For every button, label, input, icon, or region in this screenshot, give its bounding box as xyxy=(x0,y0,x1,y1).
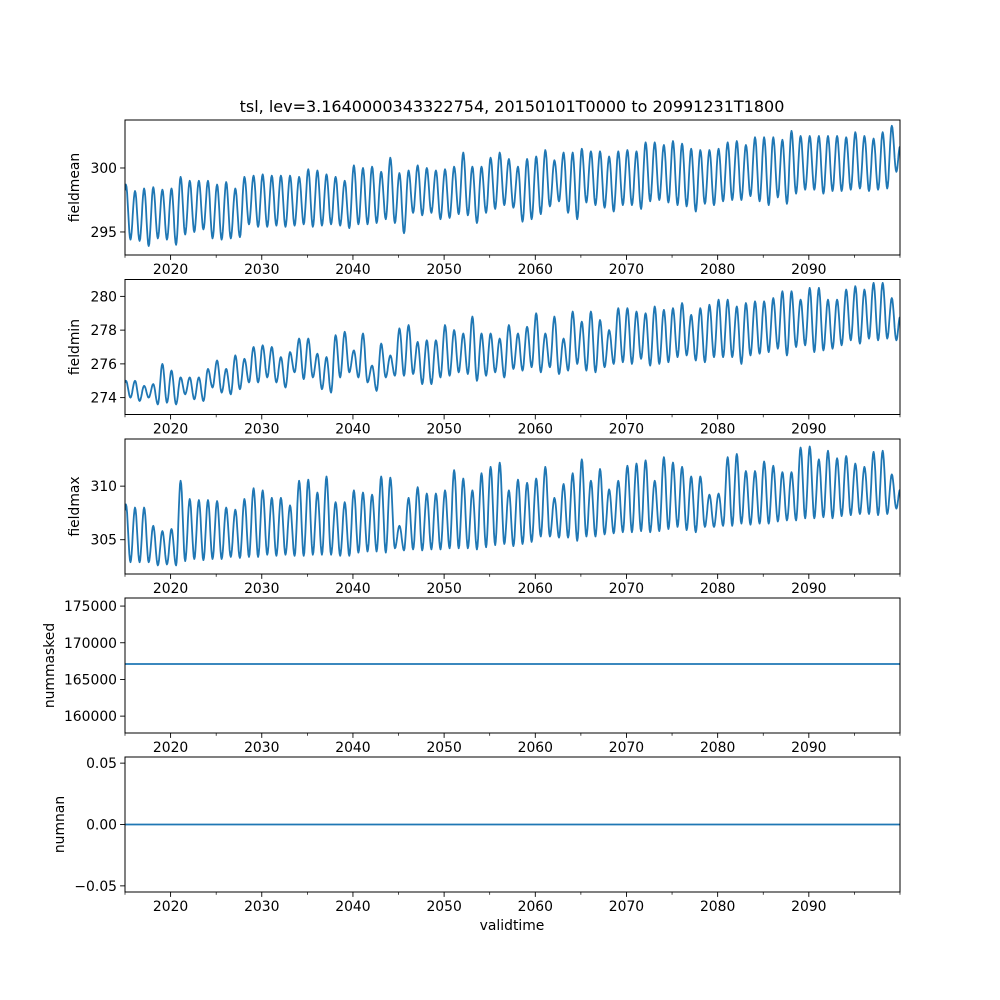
x-tick-label: 2090 xyxy=(791,899,826,915)
x-tick-label: 2040 xyxy=(335,899,370,915)
chart-title: tsl, lev=3.1640000343322754, 20150101T00… xyxy=(240,97,785,116)
x-tick-label: 2050 xyxy=(426,899,461,915)
x-tick-label: 2050 xyxy=(426,740,461,756)
subplots: 2020 2030 2040 2050 2060 2070 2080 2090 295 300 fi… xyxy=(42,119,901,915)
y-tick-label: 0.00 xyxy=(86,818,117,834)
x-tick-label: 2060 xyxy=(518,740,553,756)
x-tick-label: 2060 xyxy=(518,262,553,278)
series-line-fieldmin xyxy=(125,282,900,406)
axes-frame xyxy=(124,438,901,575)
x-tick-label: 2020 xyxy=(153,262,188,278)
x-tick-label: 2030 xyxy=(244,740,279,756)
x-tick-label: 2020 xyxy=(153,581,188,597)
x-tick-label: 2050 xyxy=(426,581,461,597)
x-tick-label: 2070 xyxy=(609,581,644,597)
y-tick-label: 300 xyxy=(90,161,117,177)
y-tick-label: 276 xyxy=(90,357,117,373)
axes-frame xyxy=(124,279,901,415)
x-tick-label: 2020 xyxy=(153,740,188,756)
subplot-fieldmin: 2020 2030 2040 2050 2060 2070 2080 2090 274 276 27… xyxy=(67,279,901,438)
y-axis-label: fieldmin xyxy=(67,319,83,375)
x-tick-label: 2080 xyxy=(700,740,735,756)
x-tick-label: 2090 xyxy=(791,581,826,597)
x-tick-label: 2060 xyxy=(518,422,553,438)
y-axis-label: fieldmean xyxy=(67,153,83,222)
x-tick-label: 2070 xyxy=(609,740,644,756)
x-tick-label: 2030 xyxy=(244,422,279,438)
x-tick-label: 2050 xyxy=(426,422,461,438)
x-tick-label: 2050 xyxy=(426,262,461,278)
y-tick-label: 170000 xyxy=(64,636,117,652)
x-tick-label: 2070 xyxy=(609,422,644,438)
axes-frame xyxy=(124,597,901,734)
y-axis-label: nummasked xyxy=(42,623,58,708)
x-tick-label: 2090 xyxy=(791,422,826,438)
x-tick-label: 2020 xyxy=(153,422,188,438)
x-tick-label: 2020 xyxy=(153,899,188,915)
x-tick-label: 2080 xyxy=(700,581,735,597)
x-tick-label: 2030 xyxy=(244,899,279,915)
y-tick-label: 278 xyxy=(90,323,117,339)
x-tick-label: 2060 xyxy=(518,581,553,597)
series-line-fieldmax xyxy=(125,445,900,567)
subplot-fieldmean: 2020 2030 2040 2050 2060 2070 2080 2090 295 300 fi… xyxy=(67,119,901,278)
axes-frame xyxy=(124,119,901,256)
y-tick-label: 280 xyxy=(90,289,117,305)
y-tick-label: 295 xyxy=(90,225,117,241)
y-tick-label: 0.05 xyxy=(86,756,117,772)
x-tick-label: 2080 xyxy=(700,262,735,278)
y-tick-label: 175000 xyxy=(64,599,117,615)
x-axis-label: validtime xyxy=(480,918,545,934)
subplot-numnan: 2020 2030 2040 2050 2060 2070 2080 2090 −0.05 0.0… xyxy=(52,756,901,915)
series-line-fieldmean xyxy=(125,124,900,247)
y-axis-label: fieldmax xyxy=(67,476,83,536)
x-tick-label: 2030 xyxy=(244,262,279,278)
x-tick-label: 2040 xyxy=(335,581,370,597)
y-tick-label: 160000 xyxy=(64,709,117,725)
x-tick-label: 2090 xyxy=(791,740,826,756)
subplot-fieldmax: 2020 2030 2040 2050 2060 2070 2080 2090 305 310 fi… xyxy=(67,438,901,597)
y-tick-label: 274 xyxy=(90,391,117,407)
x-tick-label: 2080 xyxy=(700,899,735,915)
x-tick-label: 2030 xyxy=(244,581,279,597)
subplot-nummasked: 2020 2030 2040 2050 2060 2070 2080 2090 160000 16… xyxy=(42,597,901,756)
x-tick-label: 2070 xyxy=(609,899,644,915)
x-tick-label: 2080 xyxy=(700,422,735,438)
x-tick-label: 2040 xyxy=(335,740,370,756)
y-tick-label: 165000 xyxy=(64,672,117,688)
x-tick-label: 2040 xyxy=(335,262,370,278)
y-tick-label: −0.05 xyxy=(74,879,117,895)
y-tick-label: 310 xyxy=(90,479,117,495)
x-tick-label: 2060 xyxy=(518,899,553,915)
x-tick-label: 2070 xyxy=(609,262,644,278)
y-axis-label: numnan xyxy=(52,796,68,853)
x-tick-label: 2040 xyxy=(335,422,370,438)
x-tick-label: 2090 xyxy=(791,262,826,278)
y-tick-label: 305 xyxy=(90,533,117,549)
